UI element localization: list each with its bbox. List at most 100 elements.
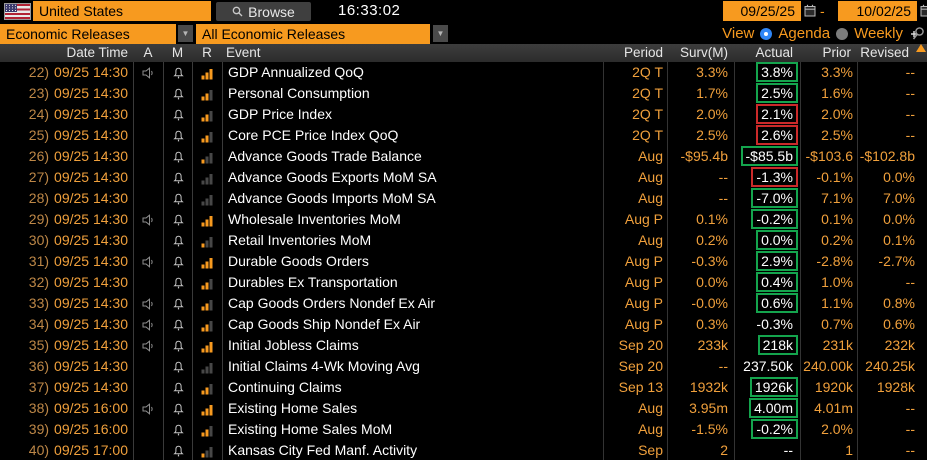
alert-cell[interactable] [133,314,163,335]
table-row[interactable]: 37) 09/25 14:30 Contin [0,377,927,398]
alarm-cell[interactable] [163,125,192,146]
table-row[interactable]: 22) 09/25 14:30 GDP An [0,62,927,83]
alert-cell[interactable] [133,167,163,188]
event-name[interactable]: Initial Claims 4-Wk Moving Avg [222,356,603,377]
table-row[interactable]: 25) 09/25 14:30 Core P [0,125,927,146]
table-row[interactable]: 40) 09/25 17:00 Kansas [0,440,927,460]
alert-cell[interactable] [133,419,163,440]
alert-cell[interactable] [133,398,163,419]
header-actual[interactable]: Actual [755,45,793,60]
zoom-search-icon[interactable] [909,26,925,41]
alarm-cell[interactable] [163,146,192,167]
radio-weekly[interactable] [836,27,849,40]
alert-cell[interactable] [133,272,163,293]
scroll-up-arrow-icon[interactable] [916,44,926,52]
calendar-icon[interactable] [804,4,816,17]
table-row[interactable]: 34) 09/25 14:30 Cap Go [0,314,927,335]
table-row[interactable]: 33) 09/25 14:30 Cap Go [0,293,927,314]
alert-cell[interactable] [133,335,163,356]
alarm-cell[interactable] [163,230,192,251]
header-revised[interactable]: Revised [860,45,909,60]
table-row[interactable]: 24) 09/25 14:30 GDP Pr [0,104,927,125]
event-name[interactable]: Advance Goods Exports MoM SA [222,167,603,188]
alert-cell[interactable] [133,293,163,314]
alarm-cell[interactable] [163,209,192,230]
event-name[interactable]: Core PCE Price Index QoQ [222,125,603,146]
alert-cell[interactable] [133,377,163,398]
alarm-cell[interactable] [163,62,192,83]
table-row[interactable]: 26) 09/25 14:30 Advanc [0,146,927,167]
calendar-icon[interactable] [920,4,927,17]
table-row[interactable]: 36) 09/25 14:30 Initia [0,356,927,377]
table-row[interactable]: 28) 09/25 14:30 Advanc [0,188,927,209]
table-row[interactable]: 39) 09/25 16:00 Existi [0,419,927,440]
alarm-cell[interactable] [163,272,192,293]
alert-cell[interactable] [133,230,163,251]
alert-cell[interactable] [133,356,163,377]
event-name[interactable]: Continuing Claims [222,377,603,398]
browse-button[interactable]: Browse [216,2,311,21]
chevron-down-icon[interactable]: ▼ [433,25,448,42]
event-name[interactable]: Retail Inventories MoM [222,230,603,251]
event-name[interactable]: Existing Home Sales MoM [222,419,603,440]
event-name[interactable]: Existing Home Sales [222,398,603,419]
alarm-cell[interactable] [163,83,192,104]
event-name[interactable]: GDP Annualized QoQ [222,62,603,83]
alert-cell[interactable] [133,440,163,460]
header-prior[interactable]: Prior [822,45,851,60]
alert-cell[interactable] [133,188,163,209]
alarm-cell[interactable] [163,356,192,377]
alarm-cell[interactable] [163,104,192,125]
alarm-cell[interactable] [163,377,192,398]
header-relevance[interactable]: R [202,45,212,60]
category-dropdown[interactable]: Economic Releases [0,24,176,44]
alarm-cell[interactable] [163,314,192,335]
event-name[interactable]: Durable Goods Orders [222,251,603,272]
event-name[interactable]: Advance Goods Imports MoM SA [222,188,603,209]
event-name[interactable]: Advance Goods Trade Balance [222,146,603,167]
alert-cell[interactable] [133,146,163,167]
event-name[interactable]: Initial Jobless Claims [222,335,603,356]
table-row[interactable]: 32) 09/25 14:30 Durabl [0,272,927,293]
alert-cell[interactable] [133,251,163,272]
table-row[interactable]: 30) 09/25 14:30 Retail [0,230,927,251]
header-survey[interactable]: Surv(M) [680,45,728,60]
header-alert[interactable]: A [143,45,153,60]
country-field[interactable]: United States [33,1,211,21]
table-row[interactable]: 27) 09/25 14:30 Advanc [0,167,927,188]
date-from-field[interactable]: 09/25/25 [723,1,801,21]
table-row[interactable]: 29) 09/25 14:30 Wholes [0,209,927,230]
event-name[interactable]: Kansas City Fed Manf. Activity [222,440,603,460]
table-row[interactable]: 31) 09/25 14:30 Durabl [0,251,927,272]
alarm-cell[interactable] [163,167,192,188]
event-name[interactable]: Personal Consumption [222,83,603,104]
alarm-cell[interactable] [163,440,192,460]
table-row[interactable]: 38) 09/25 16:00 Existi [0,398,927,419]
header-date-time[interactable]: Date Time [66,45,128,60]
alert-cell[interactable] [133,209,163,230]
date-to-field[interactable]: 10/02/25 [838,1,917,21]
alert-cell[interactable] [133,62,163,83]
alarm-cell[interactable] [163,293,192,314]
alert-cell[interactable] [133,104,163,125]
chevron-down-icon[interactable]: ▼ [178,25,193,42]
subcategory-dropdown[interactable]: All Economic Releases [196,24,430,44]
event-name[interactable]: Cap Goods Ship Nondef Ex Air [222,314,603,335]
header-event[interactable]: Event [226,45,261,60]
alarm-cell[interactable] [163,419,192,440]
alarm-cell[interactable] [163,398,192,419]
table-row[interactable]: 35) 09/25 14:30 Initia [0,335,927,356]
event-name[interactable]: Wholesale Inventories MoM [222,209,603,230]
agenda-option-label[interactable]: Agenda [778,25,831,42]
alert-cell[interactable] [133,83,163,104]
header-period[interactable]: Period [623,45,663,60]
table-row[interactable]: 23) 09/25 14:30 Person [0,83,927,104]
alarm-cell[interactable] [163,188,192,209]
header-monitor[interactable]: M [171,45,184,60]
radio-agenda[interactable] [760,27,773,40]
event-name[interactable]: Cap Goods Orders Nondef Ex Air [222,293,603,314]
alert-cell[interactable] [133,125,163,146]
alarm-cell[interactable] [163,335,192,356]
alarm-cell[interactable] [163,251,192,272]
event-name[interactable]: Durables Ex Transportation [222,272,603,293]
